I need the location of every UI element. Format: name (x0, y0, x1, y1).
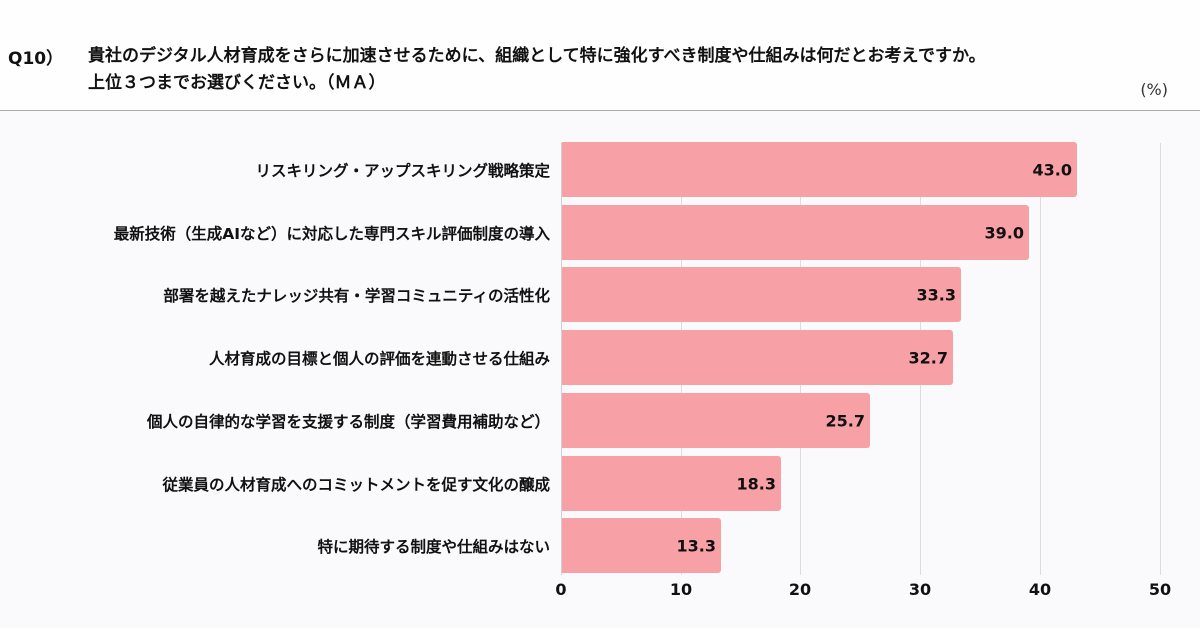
bar-value-label: 18.3 (736, 474, 776, 493)
bar-value-label: 33.3 (916, 285, 956, 304)
bar: 43.0 (562, 142, 1077, 197)
x-tick-label: 30 (908, 580, 932, 599)
question-text: 貴社のデジタル人材育成をさらに加速させるために、組織として特に強化すべき制度や仕… (88, 43, 986, 97)
x-tick-label: 10 (669, 580, 693, 599)
bar: 18.3 (562, 456, 781, 511)
question-number: Q10） (8, 49, 64, 69)
unit-label: (%) (1140, 80, 1168, 99)
gridline (561, 143, 562, 575)
question-line-1: 貴社のデジタル人材育成をさらに加速させるために、組織として特に強化すべき制度や仕… (88, 46, 986, 66)
bar: 25.7 (562, 393, 870, 448)
category-label: 個人の自律的な学習を支援する制度（学習費用補助など） (146, 413, 550, 431)
gridline (1160, 143, 1161, 575)
bar-value-label: 25.7 (825, 411, 865, 430)
category-label: 人材育成の目標と個人の評価を連動させる仕組み (208, 350, 550, 368)
x-tick-label: 20 (788, 580, 812, 599)
category-label: 特に期待する制度や仕組みはない (317, 538, 550, 556)
category-label: 従業員の人材育成へのコミットメントを促す文化の醸成 (162, 476, 550, 494)
bar: 39.0 (562, 205, 1029, 260)
question-header: Q10） 貴社のデジタル人材育成をさらに加速させるために、組織として特に強化すべ… (0, 0, 1200, 110)
x-tick-label: 40 (1028, 580, 1052, 599)
bar: 33.3 (562, 267, 961, 322)
bar-value-label: 13.3 (676, 536, 716, 555)
x-tick-label: 50 (1148, 580, 1172, 599)
bar: 13.3 (562, 518, 721, 573)
category-label: リスキリング・アップスキリング戦略策定 (255, 162, 550, 180)
category-label: 部署を越えたナレッジ共有・学習コミュニティの活性化 (163, 287, 550, 305)
bar: 32.7 (562, 330, 953, 385)
category-label: 最新技術（生成AIなど）に対応した専門スキル評価制度の導入 (113, 225, 550, 243)
bar-value-label: 39.0 (984, 223, 1024, 242)
question-line-2: 上位３つまでお選びください。（ＭＡ） (88, 73, 386, 93)
x-tick-label: 0 (555, 580, 567, 599)
header-divider (0, 110, 1200, 111)
bar-value-label: 43.0 (1032, 160, 1072, 179)
gridline (1040, 143, 1041, 575)
bar-value-label: 32.7 (908, 348, 948, 367)
